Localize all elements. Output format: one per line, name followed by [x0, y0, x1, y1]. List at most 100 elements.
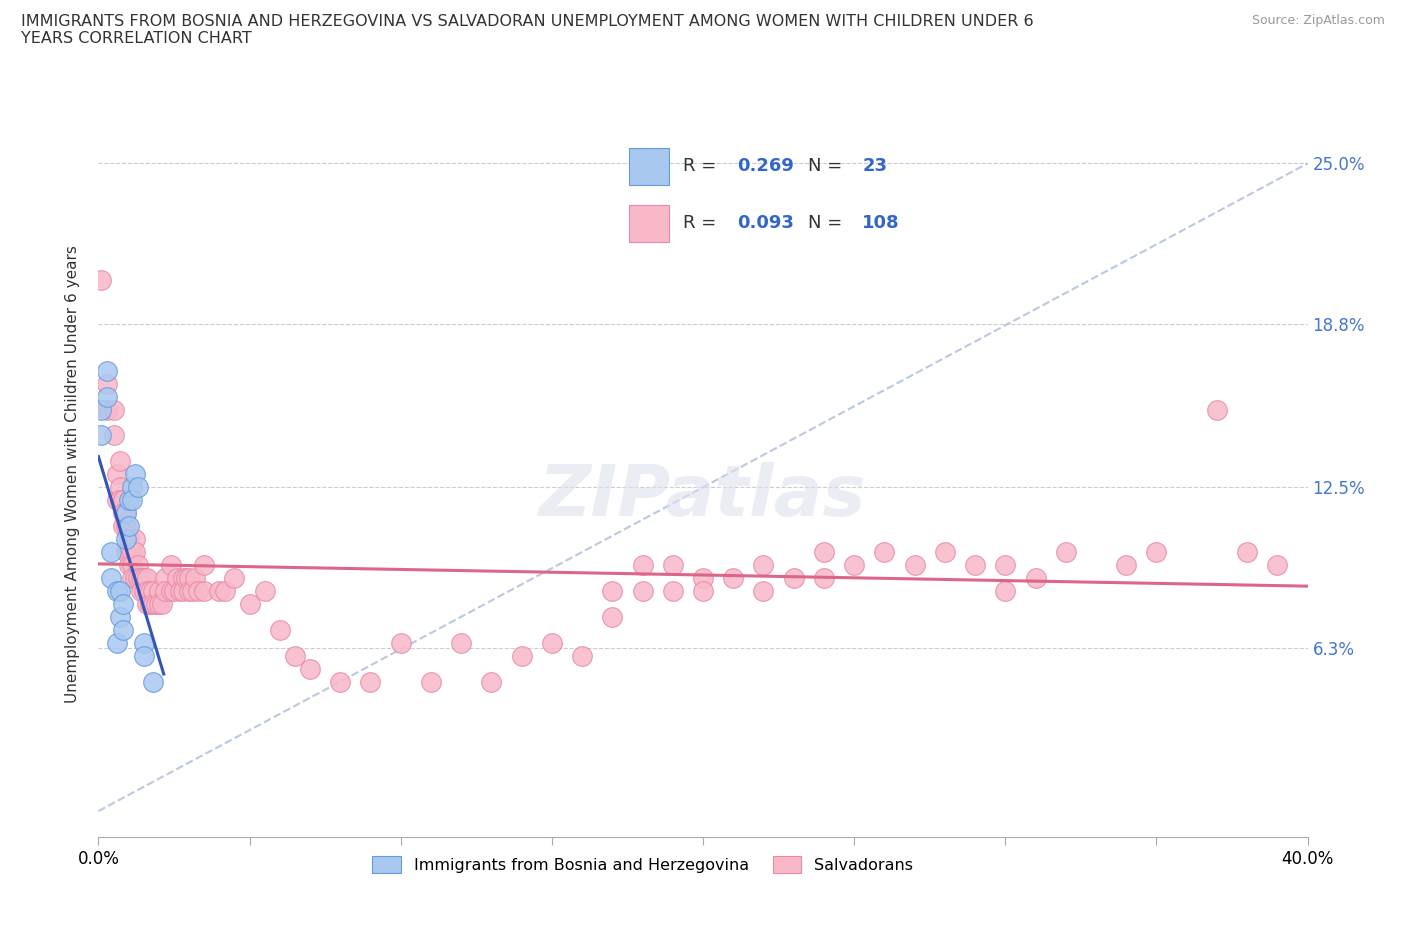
- Point: [105, 583, 128, 598]
- Point: [783, 570, 806, 585]
- Point: [965, 558, 987, 573]
- Point: [100, 570, 122, 585]
- Point: [105, 493, 128, 508]
- Point: [118, 558, 141, 573]
- Point: [184, 570, 207, 585]
- Point: [150, 596, 173, 611]
- Point: [160, 583, 183, 598]
- Point: [540, 635, 562, 650]
- Point: [1267, 558, 1289, 573]
- Point: [172, 583, 194, 598]
- Point: [813, 545, 835, 560]
- Point: [153, 583, 176, 598]
- Point: [111, 622, 134, 637]
- Point: [181, 583, 204, 598]
- Point: [1206, 402, 1229, 417]
- Point: [111, 596, 134, 611]
- Point: [360, 674, 382, 689]
- Point: [121, 493, 143, 508]
- Point: [661, 558, 683, 573]
- Point: [163, 583, 186, 598]
- Point: [135, 583, 157, 598]
- Point: [127, 558, 149, 573]
- Point: [723, 570, 745, 585]
- Point: [124, 532, 146, 547]
- Point: [111, 506, 134, 521]
- Point: [114, 519, 136, 534]
- Point: [114, 506, 136, 521]
- Point: [145, 596, 167, 611]
- Point: [90, 272, 112, 287]
- Point: [1144, 545, 1167, 560]
- Point: [124, 467, 146, 482]
- Point: [214, 583, 236, 598]
- Point: [142, 583, 165, 598]
- Point: [172, 570, 194, 585]
- Point: [1115, 558, 1137, 573]
- Point: [105, 635, 128, 650]
- Point: [118, 493, 141, 508]
- Point: [299, 661, 322, 676]
- Point: [108, 454, 131, 469]
- Point: [124, 545, 146, 560]
- Point: [111, 519, 134, 534]
- Point: [284, 648, 307, 663]
- Point: [127, 480, 149, 495]
- Point: [96, 402, 118, 417]
- Point: [571, 648, 593, 663]
- Point: [994, 558, 1017, 573]
- Point: [269, 622, 291, 637]
- Point: [90, 402, 112, 417]
- Point: [135, 596, 157, 611]
- Point: [129, 570, 152, 585]
- Point: [481, 674, 503, 689]
- Text: Source: ZipAtlas.com: Source: ZipAtlas.com: [1251, 14, 1385, 27]
- Text: ZIPatlas: ZIPatlas: [540, 461, 866, 530]
- Point: [114, 532, 136, 547]
- Point: [187, 583, 209, 598]
- Point: [169, 583, 191, 598]
- Point: [118, 532, 141, 547]
- Point: [118, 545, 141, 560]
- Point: [193, 558, 215, 573]
- Point: [114, 545, 136, 560]
- Point: [752, 558, 775, 573]
- Point: [100, 545, 122, 560]
- Point: [166, 570, 188, 585]
- Point: [994, 583, 1017, 598]
- Point: [96, 364, 118, 379]
- Point: [127, 570, 149, 585]
- Point: [96, 377, 118, 392]
- Point: [904, 558, 927, 573]
- Point: [139, 596, 162, 611]
- Point: [844, 558, 866, 573]
- Point: [132, 570, 155, 585]
- Point: [103, 428, 125, 443]
- Point: [1024, 570, 1046, 585]
- Point: [108, 493, 131, 508]
- Point: [108, 583, 131, 598]
- Point: [121, 545, 143, 560]
- Point: [160, 558, 183, 573]
- Point: [692, 583, 714, 598]
- Point: [1054, 545, 1077, 560]
- Point: [132, 583, 155, 598]
- Point: [132, 635, 155, 650]
- Point: [253, 583, 276, 598]
- Point: [692, 570, 714, 585]
- Point: [179, 583, 201, 598]
- Point: [631, 583, 654, 598]
- Point: [389, 635, 412, 650]
- Point: [661, 583, 683, 598]
- Point: [135, 570, 157, 585]
- Point: [602, 583, 624, 598]
- Point: [631, 558, 654, 573]
- Y-axis label: Unemployment Among Women with Children Under 6 years: Unemployment Among Women with Children U…: [65, 246, 80, 703]
- Point: [121, 558, 143, 573]
- Point: [90, 428, 112, 443]
- Point: [329, 674, 352, 689]
- Point: [103, 402, 125, 417]
- Point: [239, 596, 262, 611]
- Point: [873, 545, 896, 560]
- Point: [752, 583, 775, 598]
